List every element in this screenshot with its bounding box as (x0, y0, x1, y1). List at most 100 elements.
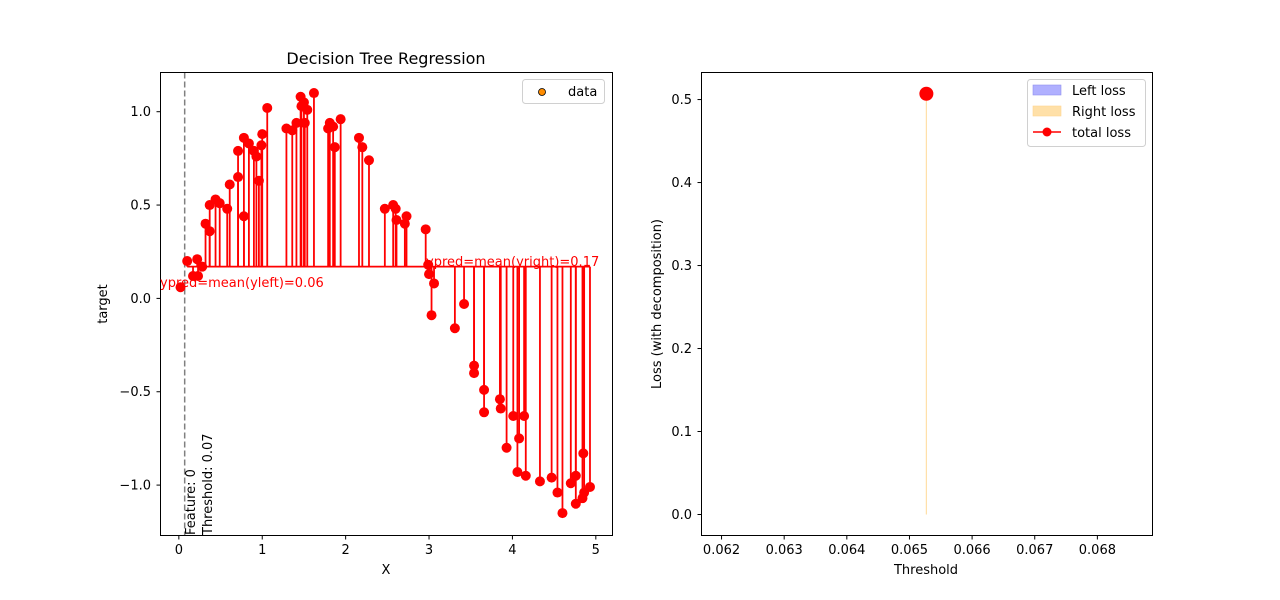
x-tick-label: 5 (592, 543, 600, 558)
legend-total-loss-label: total loss (1072, 126, 1131, 141)
legend-right-loss-label: Right loss (1072, 105, 1136, 120)
data-point (200, 218, 211, 229)
right-plot-area (919, 86, 934, 515)
data-point (329, 142, 340, 153)
y-tick-label: 0.3 (671, 259, 692, 274)
data-point (570, 498, 581, 509)
right-axes-frame (701, 72, 1153, 536)
legend-data-label: data (568, 85, 597, 100)
data-point (534, 476, 545, 487)
legend-left-loss-label: Left loss (1072, 84, 1126, 99)
right-x-axis-label: Threshold (893, 563, 958, 578)
data-point (257, 129, 268, 140)
y-tick-label: 0.1 (671, 425, 692, 440)
threshold-label: Threshold: 0.07 (201, 433, 216, 536)
data-point (204, 226, 215, 237)
data-point (469, 368, 480, 379)
left-plot-area (175, 72, 595, 536)
data-point (546, 472, 557, 483)
data-point (308, 88, 319, 99)
y-tick-label: 0.0 (671, 508, 692, 523)
data-point (197, 261, 208, 272)
data-point (328, 121, 339, 132)
left-x-axis-label: X (382, 563, 391, 578)
data-point (357, 142, 368, 153)
feature-label: Feature: 0 (184, 469, 199, 535)
data-point (519, 411, 530, 422)
data-point (570, 470, 581, 481)
right-y-axis-label: Loss (with decomposition) (650, 219, 665, 389)
data-point (424, 269, 435, 280)
x-tick-label: 0.064 (828, 543, 865, 558)
data-point (520, 470, 531, 481)
y-tick-label: 0.0 (130, 292, 151, 307)
legend-right-loss-swatch (1032, 105, 1062, 117)
y-tick-label: −1.0 (119, 479, 151, 494)
data-point (495, 403, 506, 414)
data-point (391, 214, 402, 225)
left-y-ticks: 1.0 0.5 0.0 −0.5 −1.0 (119, 105, 161, 494)
data-point (256, 140, 267, 151)
data-point (182, 256, 193, 267)
x-tick-label: 3 (425, 543, 433, 558)
data-point (501, 442, 512, 453)
x-tick-label: 0 (175, 543, 183, 558)
data-point (479, 384, 490, 395)
data-point (508, 411, 519, 422)
x-tick-label: 0.067 (1016, 543, 1053, 558)
data-point (578, 448, 589, 459)
y-tick-label: 0.5 (130, 199, 151, 214)
data-point (222, 203, 233, 214)
data-point (214, 198, 225, 209)
right-y-ticks: 0.0 0.1 0.2 0.3 0.4 0.5 (671, 93, 702, 523)
right-mean-label: ypred=mean(yright)=0.17 (426, 255, 599, 270)
data-point (363, 155, 374, 166)
data-point (494, 394, 505, 405)
data-point (175, 282, 186, 293)
data-point (479, 407, 490, 418)
legend-total-loss-marker (1042, 127, 1052, 137)
right-legend-box (1027, 79, 1146, 147)
x-tick-label: 2 (341, 543, 349, 558)
x-tick-label: 0.068 (1079, 543, 1116, 558)
y-tick-label: −0.5 (119, 385, 151, 400)
data-point (251, 151, 262, 162)
data-point (584, 481, 595, 492)
loss-panel: 0.062 0.063 0.064 0.065 0.066 0.067 0.068 0.00… (650, 72, 1153, 578)
left-y-axis-label: target (96, 284, 111, 324)
data-point (399, 218, 410, 229)
left-x-ticks: 0 1 2 3 4 5 (175, 535, 600, 558)
left-legend-box (522, 79, 605, 104)
data-point (302, 104, 313, 115)
data-point (253, 175, 264, 186)
data-point (459, 299, 470, 309)
x-tick-label: 4 (508, 543, 516, 558)
data-point (557, 508, 568, 519)
data-point (390, 203, 401, 214)
data-point (512, 467, 523, 478)
right-x-ticks: 0.062 0.063 0.064 0.065 0.066 0.067 0.068 (703, 535, 1116, 558)
y-tick-label: 0.5 (671, 93, 692, 108)
data-point (420, 224, 431, 235)
data-point (243, 138, 254, 149)
regression-panel: Decision Tree Regression 0 1 2 3 4 5 1.0 0.5 0.… (96, 49, 613, 578)
data-point (192, 254, 203, 265)
data-point (429, 278, 440, 289)
x-tick-label: 1 (258, 543, 266, 558)
data-point (426, 310, 437, 321)
left-mean-label: ypred=mean(yleft)=0.06 (160, 276, 324, 291)
data-point (238, 211, 249, 222)
x-tick-label: 0.063 (766, 543, 803, 558)
data-point (298, 97, 309, 108)
left-legend: data (522, 79, 605, 104)
data-point (565, 478, 576, 489)
data-point (299, 117, 310, 128)
y-tick-label: 1.0 (130, 105, 151, 120)
data-point (233, 145, 244, 156)
y-tick-label: 0.2 (671, 342, 692, 357)
data-point (514, 433, 525, 444)
data-point (291, 117, 302, 128)
data-point (287, 125, 298, 136)
legend-left-loss-swatch (1032, 84, 1062, 96)
